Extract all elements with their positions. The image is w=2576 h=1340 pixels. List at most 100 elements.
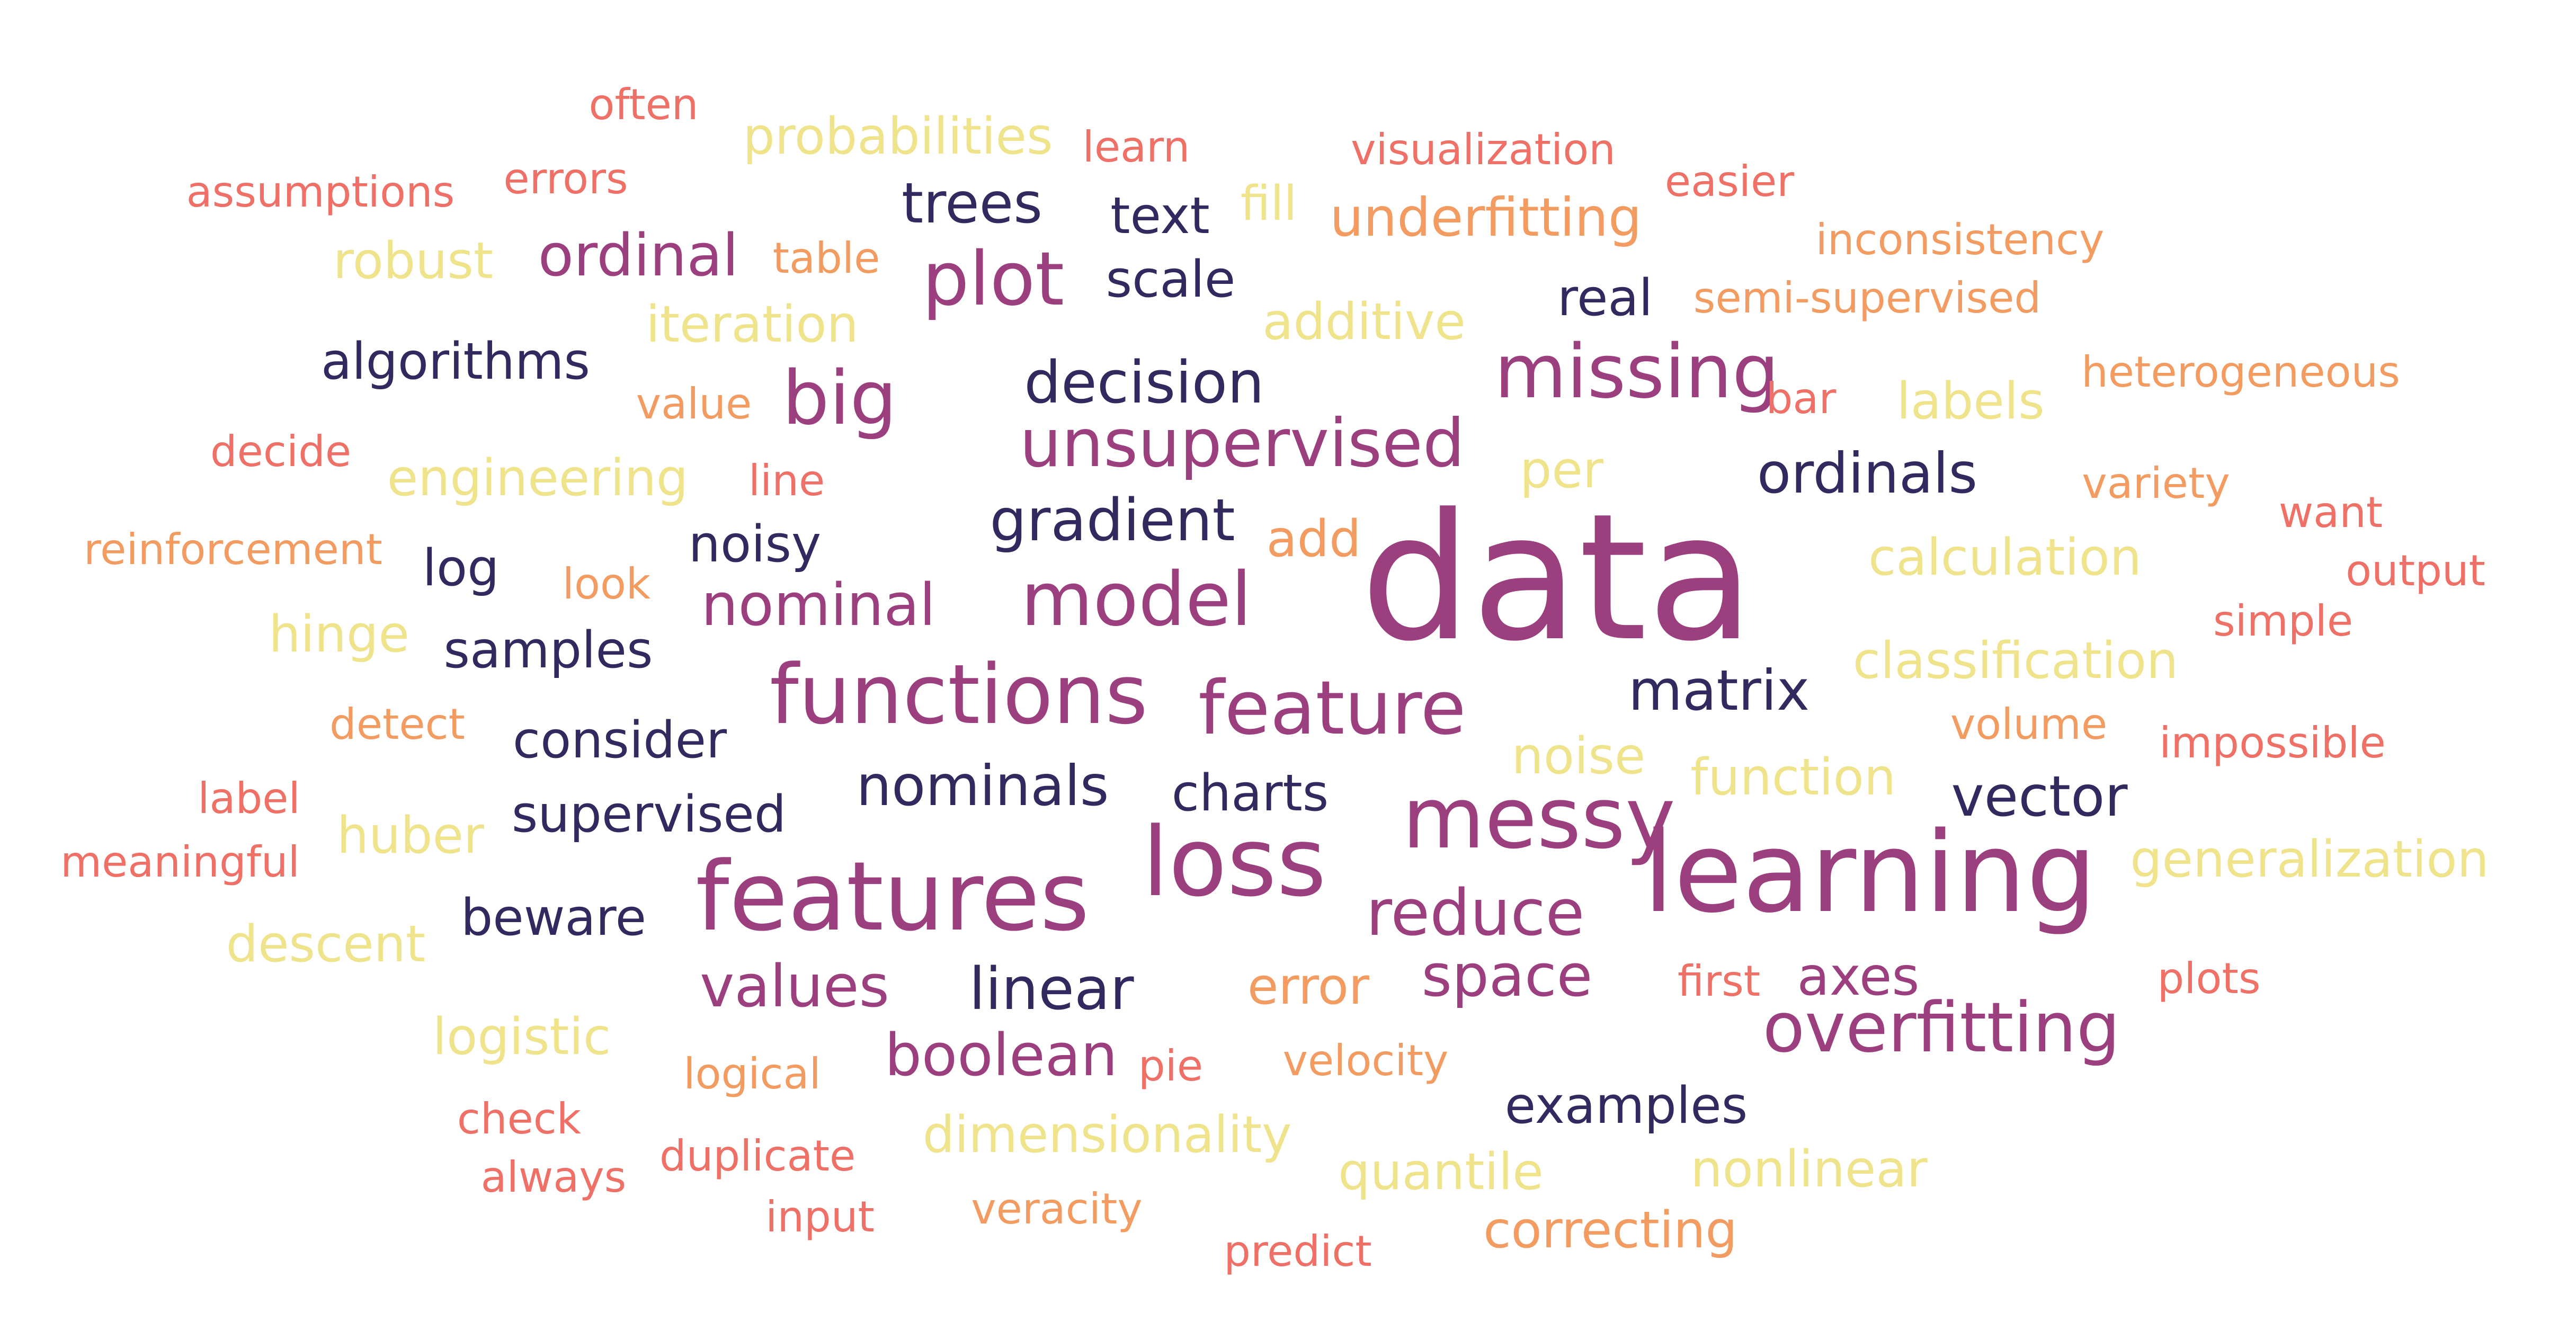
word-inconsistency: inconsistency xyxy=(1816,215,2105,264)
word-learn: learn xyxy=(1083,122,1190,172)
word-noisy: noisy xyxy=(689,515,821,574)
word-axes: axes xyxy=(1797,945,1919,1007)
word-classification: classification xyxy=(1853,632,2179,690)
word-space: space xyxy=(1422,942,1593,1010)
word-logical: logical xyxy=(683,1049,821,1098)
word-predict: predict xyxy=(1224,1227,1372,1276)
word-plots: plots xyxy=(2158,954,2261,1003)
word-table: table xyxy=(773,234,880,283)
word-input: input xyxy=(765,1192,875,1241)
word-always: always xyxy=(481,1153,627,1202)
word-fill: fill xyxy=(1241,176,1297,231)
word-functions: functions xyxy=(770,647,1148,743)
word-loss: loss xyxy=(1142,807,1326,918)
word-iteration: iteration xyxy=(646,296,858,354)
word-unsupervised: unsupervised xyxy=(1020,405,1465,482)
word-additive: additive xyxy=(1262,293,1466,351)
word-visualization: visualization xyxy=(1351,125,1616,174)
word-meaningful: meaningful xyxy=(60,837,300,887)
word-learning: learning xyxy=(1643,808,2097,937)
word-add: add xyxy=(1267,510,1361,568)
word-samples: samples xyxy=(444,621,653,680)
word-descent: descent xyxy=(226,915,425,973)
word-noise: noise xyxy=(1512,727,1646,785)
word-assumptions: assumptions xyxy=(186,167,455,217)
word-detect: detect xyxy=(329,700,465,749)
word-duplicate: duplicate xyxy=(659,1131,855,1181)
word-feature: feature xyxy=(1198,665,1466,752)
word-quantile: quantile xyxy=(1338,1143,1543,1201)
word-consider: consider xyxy=(513,711,727,770)
word-ordinals: ordinals xyxy=(1757,441,1977,506)
word-impossible: impossible xyxy=(2159,718,2386,767)
word-logistic: logistic xyxy=(433,1008,611,1066)
word-volume: volume xyxy=(1950,700,2107,749)
word-vector: vector xyxy=(1951,764,2128,829)
word-scale: scale xyxy=(1106,251,1236,309)
word-decision: decision xyxy=(1024,349,1264,416)
word-nonlinear: nonlinear xyxy=(1690,1140,1928,1199)
word-bar: bar xyxy=(1766,374,1837,423)
word-nominal: nominal xyxy=(701,571,935,639)
word-examples: examples xyxy=(1505,1077,1748,1135)
word-hinge: hinge xyxy=(269,605,409,664)
word-big: big xyxy=(782,355,897,442)
word-first: first xyxy=(1678,957,1760,1006)
word-huber: huber xyxy=(337,807,485,865)
word-per: per xyxy=(1520,441,1604,499)
word-easier: easier xyxy=(1665,157,1794,206)
word-reinforcement: reinforcement xyxy=(84,525,382,574)
word-labels: labels xyxy=(1896,372,2044,431)
word-dimensionality: dimensionality xyxy=(923,1106,1292,1164)
word-value: value xyxy=(636,379,752,428)
word-trees: trees xyxy=(902,171,1042,236)
word-function: function xyxy=(1690,748,1896,807)
word-charts: charts xyxy=(1172,764,1329,823)
word-pie: pie xyxy=(1138,1041,1203,1091)
word-output: output xyxy=(2346,546,2485,595)
word-nominals: nominals xyxy=(856,754,1109,818)
word-plot: plot xyxy=(922,236,1064,323)
word-decide: decide xyxy=(210,427,351,476)
word-beware: beware xyxy=(461,889,646,947)
word-missing: missing xyxy=(1494,329,1779,415)
word-supervised: supervised xyxy=(512,785,786,844)
word-calculation: calculation xyxy=(1868,529,2142,587)
word-semi-supervised: semi-supervised xyxy=(1693,273,2041,323)
word-ordinal: ordinal xyxy=(538,221,739,289)
word-linear: linear xyxy=(969,955,1134,1023)
word-data: data xyxy=(1360,476,1754,680)
word-probabilities: probabilities xyxy=(743,108,1053,166)
word-algorithms: algorithms xyxy=(321,333,590,391)
word-line: line xyxy=(748,456,825,505)
word-reduce: reduce xyxy=(1366,877,1585,950)
word-underfitting: underfitting xyxy=(1330,186,1642,248)
word-overfitting: overfitting xyxy=(1763,987,2120,1068)
word-correcting: correcting xyxy=(1483,1201,1737,1259)
word-text: text xyxy=(1110,187,1210,245)
word-log: log xyxy=(423,539,500,597)
word-check: check xyxy=(457,1094,582,1144)
word-messy: messy xyxy=(1402,769,1675,868)
word-errors: errors xyxy=(503,154,628,203)
word-want: want xyxy=(2279,488,2383,537)
word-veracity: veracity xyxy=(971,1184,1142,1234)
word-velocity: velocity xyxy=(1283,1036,1449,1085)
word-gradient: gradient xyxy=(990,486,1235,554)
word-boolean: boolean xyxy=(885,1021,1118,1089)
word-robust: robust xyxy=(333,232,493,290)
word-generalization: generalization xyxy=(2130,830,2489,889)
word-simple: simple xyxy=(2213,596,2353,646)
word-engineering: engineering xyxy=(387,449,688,507)
word-error: error xyxy=(1247,958,1370,1016)
word-label: label xyxy=(198,774,300,823)
word-matrix: matrix xyxy=(1628,658,1810,723)
word-model: model xyxy=(1021,557,1252,643)
word-often: often xyxy=(589,80,699,129)
word-variety: variety xyxy=(2082,459,2230,508)
word-heterogeneous: heterogeneous xyxy=(2081,347,2400,397)
word-look: look xyxy=(563,559,651,609)
word-features: features xyxy=(696,842,1090,952)
